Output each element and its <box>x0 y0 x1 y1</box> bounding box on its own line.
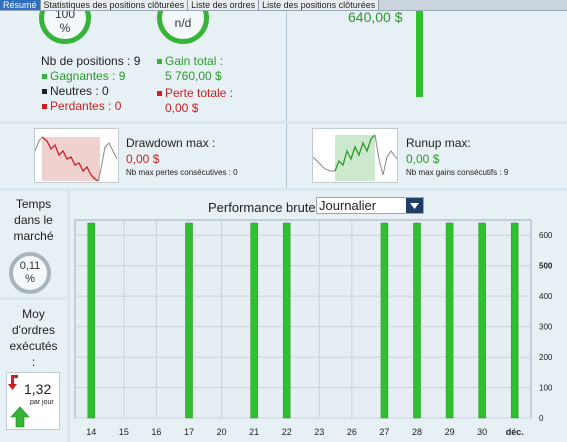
tab-orders-list[interactable]: Liste des ordres <box>188 0 260 10</box>
chart-bar <box>478 222 486 419</box>
drawdown-sub: Nb max pertes consécutives : 0 <box>126 168 238 177</box>
runup-thumbnail <box>312 128 398 183</box>
period-select[interactable]: Journalier <box>316 197 424 214</box>
black-square-icon <box>42 89 47 95</box>
top-right-bar <box>416 11 423 97</box>
gain-total-label: Gain total : <box>165 54 224 68</box>
top-right-value: 640,00 $ <box>348 9 403 25</box>
gagnantes-row: Gagnantes : 9 <box>42 69 125 83</box>
x-tick-label: 14 <box>86 427 96 437</box>
tab-closed-positions-list[interactable]: Liste des positions clôturées <box>259 0 380 10</box>
y-tick-label: 200 <box>539 353 553 362</box>
chart-plot-area <box>74 219 532 419</box>
up-arrow-green-icon <box>10 406 30 428</box>
down-arrow-red-icon <box>8 375 18 390</box>
avg-orders-card <box>6 372 60 430</box>
chart-bar <box>510 222 519 419</box>
y-tick-label: 400 <box>539 292 553 301</box>
chart-bar <box>250 222 258 419</box>
chart-bar <box>413 222 421 419</box>
gain-total-value: 5 760,00 $ <box>165 69 222 83</box>
y-tick-label: 300 <box>539 323 553 332</box>
runup-curve-icon <box>312 134 398 181</box>
time-in-market-ring: 0,11 % <box>9 252 51 294</box>
time-in-market-value: 0,11 % <box>19 260 41 285</box>
x-tick-label: 26 <box>347 427 357 437</box>
green-square-icon <box>42 74 47 80</box>
dropdown-arrow-icon[interactable] <box>406 198 423 213</box>
tab-closed-positions-stats[interactable]: Statistiques des positions clôturées <box>40 0 189 10</box>
x-tick-label: 20 <box>217 427 227 437</box>
x-tick-label: 23 <box>314 427 324 437</box>
x-tick-label: 27 <box>379 427 389 437</box>
green-square-icon <box>157 59 162 65</box>
perte-totale-label-row: Perte totale : <box>157 86 233 100</box>
drawdown-curve-icon <box>34 136 118 182</box>
drawdown-value: 0,00 $ <box>126 152 160 166</box>
x-tick-label: 16 <box>151 427 161 437</box>
time-in-market-label: Temps dans le marché <box>13 197 54 243</box>
y-tick-label: 500 <box>539 262 553 271</box>
nb-positions: Nb de positions : 9 <box>41 54 141 68</box>
tab-bar: Résumé Statistiques des positions clôtur… <box>0 0 567 11</box>
runup-title: Runup max: <box>406 136 471 150</box>
x-tick-label: 28 <box>412 427 422 437</box>
x-tick-label: 22 <box>282 427 292 437</box>
gagnantes-label: Gagnantes : 9 <box>50 69 126 83</box>
drawdown-thumbnail <box>34 128 119 183</box>
drawdown-title: Drawdown max : <box>126 136 216 150</box>
red-square-icon <box>42 104 47 110</box>
x-tick-label: 29 <box>445 427 455 437</box>
avg-orders-unit: par jour <box>30 399 54 406</box>
x-tick-label: déc. <box>506 427 524 437</box>
runup-value: 0,00 $ <box>406 152 440 166</box>
red-square-icon <box>157 91 162 97</box>
avg-orders-value: 1,32 <box>24 381 52 397</box>
x-tick-label: 21 <box>249 427 259 437</box>
runup-sub: Nb max gains consécutifs : 9 <box>406 168 509 177</box>
perte-totale-label: Perte totale : <box>165 86 234 100</box>
summary-panel <box>0 11 567 121</box>
x-tick-label: 17 <box>184 427 194 437</box>
perdantes-row: Perdantes : 0 <box>42 99 121 113</box>
perdantes-label: Perdantes : 0 <box>50 99 122 113</box>
y-tick-label: 0 <box>539 414 544 423</box>
chart-bar <box>87 222 96 419</box>
profit-factor-value: n/d <box>174 16 192 30</box>
avg-orders-label: Moy d'ordres exécutés : <box>9 307 58 369</box>
y-tick-label: 100 <box>539 384 553 393</box>
chart-bar <box>185 222 193 419</box>
gain-total-label-row: Gain total : <box>157 54 223 68</box>
period-select-value: Journalier <box>319 198 377 213</box>
performance-title: Performance brute <box>208 200 316 215</box>
chart-bar <box>282 222 291 419</box>
x-tick-label: 15 <box>119 427 129 437</box>
y-tick-label: 600 <box>539 231 553 240</box>
neutres-label: Neutres : 0 <box>50 84 109 98</box>
chart-bar <box>445 222 454 419</box>
performance-chart: 0 100 200 300 400 500 600 14 15 16 17 20 21 22 23 26 27 2… <box>74 219 553 437</box>
perte-totale-value: 0,00 $ <box>165 101 199 115</box>
chart-bar <box>380 222 389 419</box>
x-tick-label: 30 <box>477 427 487 437</box>
neutres-row: Neutres : 0 <box>42 84 109 98</box>
tab-resume[interactable]: Résumé <box>0 0 41 10</box>
